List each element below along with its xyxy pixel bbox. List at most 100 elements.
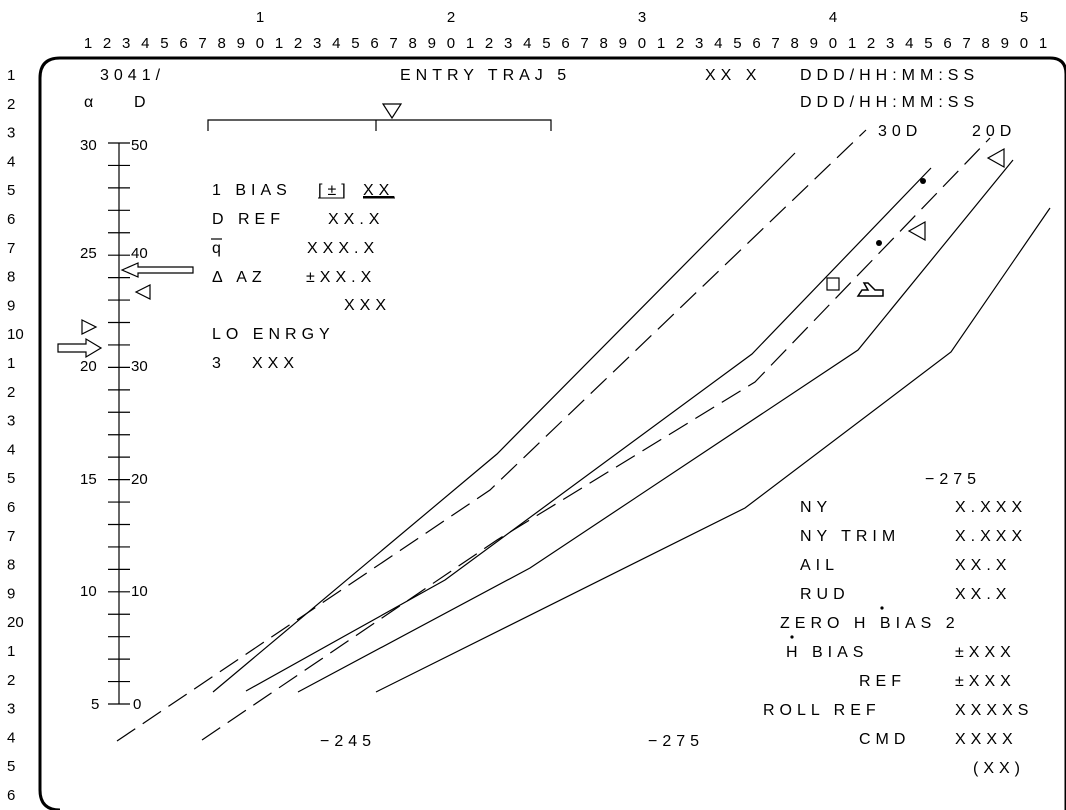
row-ruler-number: 3 bbox=[7, 413, 15, 430]
alpha-reference-triangle-icon bbox=[81, 319, 98, 335]
rudder-value: XX.X bbox=[955, 586, 1011, 603]
row-ruler-number: 5 bbox=[7, 758, 15, 775]
range-triangle-lower-icon bbox=[907, 220, 926, 242]
solid-boundary-line-4 bbox=[375, 207, 1051, 693]
column-ruler-digit: 0 bbox=[829, 35, 837, 52]
heading-marker-icon bbox=[381, 103, 403, 120]
aileron-label: AIL bbox=[800, 557, 839, 574]
scale-labels: 30 25 20 15 10 5 50 40 30 20 10 0 bbox=[80, 137, 148, 713]
row-ruler-number: 3 bbox=[7, 701, 15, 718]
column-ruler-digit: 3 bbox=[504, 35, 512, 52]
row-ruler-number: 1 bbox=[7, 355, 15, 372]
dref-label: D REF bbox=[212, 211, 285, 228]
column-ruler-digit: 4 bbox=[332, 35, 340, 52]
column-ruler-digit: 2 bbox=[485, 35, 493, 52]
row-ruler-number: 9 bbox=[7, 297, 15, 314]
predictor-dot-2 bbox=[876, 240, 882, 246]
column-ruler-digit: 9 bbox=[428, 35, 436, 52]
row-ruler-number: 7 bbox=[7, 528, 15, 545]
drag-label-20: 20 bbox=[131, 471, 148, 488]
column-ruler-digit: 2 bbox=[676, 35, 684, 52]
drag-label-50: 50 bbox=[131, 137, 148, 154]
velocity-label-245: −245 bbox=[320, 733, 376, 750]
ref-label: REF bbox=[859, 673, 906, 690]
column-ruler-digit: 4 bbox=[141, 35, 149, 52]
left-panel-value: XXX bbox=[344, 297, 391, 314]
drag-label-40: 40 bbox=[131, 245, 148, 262]
column-ruler-tens-digit: 1 bbox=[256, 9, 264, 26]
top-bracket bbox=[207, 119, 552, 131]
hdot-bias-value: ±XXX bbox=[955, 644, 1016, 661]
bias-value[interactable]: XX bbox=[363, 182, 394, 199]
row-ruler-number: 5 bbox=[7, 470, 15, 487]
orbiter-symbol-icon bbox=[856, 282, 884, 297]
column-ruler-digit: 4 bbox=[905, 35, 913, 52]
row-ruler-number: 10 bbox=[7, 326, 24, 343]
column-ruler-digit: 8 bbox=[982, 35, 990, 52]
column-ruler-digit: 0 bbox=[638, 35, 646, 52]
hdot-dot-2 bbox=[790, 635, 794, 639]
column-ruler-digit: 5 bbox=[924, 35, 932, 52]
velocity-label-275-bottom: −275 bbox=[648, 733, 704, 750]
item3-value[interactable]: XXX bbox=[252, 355, 299, 372]
qbar-value: XXX.X bbox=[307, 240, 379, 257]
column-ruler-digit: 0 bbox=[447, 35, 455, 52]
ny-trim-value: X.XXX bbox=[955, 528, 1027, 545]
column-ruler-digit: 8 bbox=[218, 35, 226, 52]
drag-label: D bbox=[134, 94, 151, 111]
alpha-label-25: 25 bbox=[80, 245, 97, 262]
row-ruler-number: 8 bbox=[7, 557, 15, 574]
column-ruler-digit: 7 bbox=[962, 35, 970, 52]
dashed-reference-line-1 bbox=[116, 129, 867, 742]
column-ruler-digit: 2 bbox=[867, 35, 875, 52]
alpha-label-20: 20 bbox=[80, 358, 97, 375]
drag-command-arrow-icon bbox=[120, 262, 194, 278]
alpha-label-5: 5 bbox=[91, 696, 99, 713]
zero-hdot-bias-item[interactable]: ZERO H BIAS 2 bbox=[780, 615, 960, 632]
ny-label: NY bbox=[800, 499, 832, 516]
column-ruler-digit: 9 bbox=[619, 35, 627, 52]
rudder-label: RUD bbox=[800, 586, 850, 603]
row-ruler-number: 8 bbox=[7, 269, 15, 286]
solid-boundary-line-3 bbox=[297, 159, 1014, 693]
roll-ref-value: XXXXS bbox=[955, 702, 1033, 719]
bias-sign: [±] bbox=[318, 182, 351, 199]
column-ruler-digit: 9 bbox=[237, 35, 245, 52]
velocity-label-275-right: −275 bbox=[925, 471, 981, 488]
alpha-label-15: 15 bbox=[80, 471, 97, 488]
column-ruler-digit: 1 bbox=[657, 35, 665, 52]
row-ruler: 1 2 3 4 5 6 7 8 9 10 1 2 3 4 5 6 7 8 9 20 1 2 3 4 5 6 bbox=[7, 67, 24, 804]
row-ruler-number: 2 bbox=[7, 384, 15, 401]
row-ruler-number: 6 bbox=[7, 787, 15, 804]
column-ruler-digit: 7 bbox=[580, 35, 588, 52]
row-ruler-number: 4 bbox=[7, 729, 15, 746]
dashed-reference-line-2 bbox=[201, 137, 991, 741]
display-title: ENTRY TRAJ 5 bbox=[400, 67, 571, 84]
column-ruler-digit: 8 bbox=[600, 35, 608, 52]
ref-value: ±XXX bbox=[955, 673, 1016, 690]
column-ruler-digit: 5 bbox=[542, 35, 550, 52]
column-ruler-tens-digit: 5 bbox=[1020, 9, 1028, 26]
column-ruler-digit: 5 bbox=[160, 35, 168, 52]
dref-value: XX.X bbox=[328, 211, 384, 228]
alpha-command-arrow-icon bbox=[57, 337, 103, 359]
column-ruler-tens: 1 2 3 4 5 bbox=[256, 9, 1028, 26]
qbar-label: q bbox=[212, 240, 226, 257]
row-ruler-number: 2 bbox=[7, 96, 15, 113]
row-ruler-number: 6 bbox=[7, 499, 15, 516]
roll-ref-label: ROLL REF bbox=[763, 702, 881, 719]
lo-energy-label[interactable]: LO ENRGY bbox=[212, 326, 335, 343]
row-ruler-number: 5 bbox=[7, 182, 15, 199]
range-20d-label: 20D bbox=[972, 123, 1016, 140]
row-ruler-number: 4 bbox=[7, 153, 15, 170]
column-ruler-digit: 1 bbox=[1039, 35, 1047, 52]
column-ruler-digit: 3 bbox=[886, 35, 894, 52]
column-ruler-digit: 4 bbox=[523, 35, 531, 52]
trajectory-lines bbox=[116, 129, 1051, 742]
display-id: 3041/ bbox=[100, 67, 165, 84]
drag-reference-triangle-icon bbox=[134, 284, 151, 300]
column-ruler-digit: 3 bbox=[695, 35, 703, 52]
row-ruler-number: 1 bbox=[7, 643, 15, 660]
time-readout-2: DDD/HH:MM:SS bbox=[800, 94, 979, 111]
range-triangle-upper-icon bbox=[986, 147, 1005, 169]
